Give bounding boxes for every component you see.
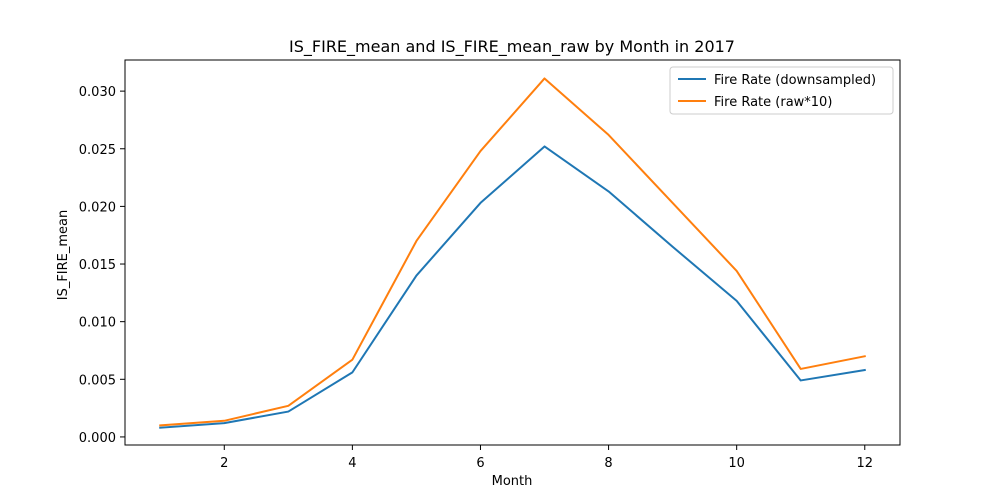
x-axis: 2 4 6 8 10 12 — [220, 445, 873, 471]
x-tick-label: 12 — [856, 456, 873, 471]
x-tick-label: 2 — [220, 456, 228, 471]
x-tick-label: 6 — [476, 456, 484, 471]
chart-title: IS_FIRE_mean and IS_FIRE_mean_raw by Mon… — [289, 37, 735, 57]
y-tick-label: 0.005 — [79, 373, 116, 388]
legend: Fire Rate (downsampled) Fire Rate (raw*10… — [669, 66, 894, 115]
y-tick-label: 0.025 — [79, 143, 116, 158]
x-axis-label: Month — [492, 474, 533, 489]
y-tick-label: 0.000 — [79, 431, 116, 446]
x-tick-label: 10 — [728, 456, 745, 471]
y-tick-label: 0.010 — [79, 316, 116, 331]
series-lines — [159, 77, 866, 429]
y-tick-label: 0.020 — [79, 200, 116, 215]
series-line-1 — [159, 77, 866, 427]
x-tick-label: 8 — [604, 456, 612, 471]
series-line-0 — [159, 145, 866, 429]
y-axis-label: IS_FIRE_mean — [56, 210, 71, 301]
plot-frame — [124, 59, 901, 446]
y-axis: 0.000 0.005 0.010 0.015 0.020 0.025 0.030 — [79, 85, 125, 446]
legend-box — [669, 66, 894, 115]
legend-label: Fire Rate (raw*10) — [714, 95, 832, 110]
y-tick-label: 0.015 — [79, 258, 116, 273]
y-tick-label: 0.030 — [79, 85, 116, 100]
x-tick-label: 4 — [348, 456, 356, 471]
legend-label: Fire Rate (downsampled) — [714, 73, 876, 88]
